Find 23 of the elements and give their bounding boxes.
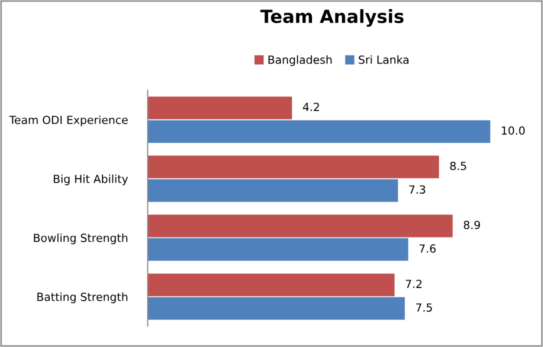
bar xyxy=(148,214,453,238)
bar xyxy=(148,120,490,143)
data-label: 8.5 xyxy=(450,162,466,170)
bar xyxy=(148,238,408,261)
data-label: 7.6 xyxy=(420,244,436,253)
y-tick-label: Team ODI Experience xyxy=(9,115,128,126)
bar xyxy=(148,156,439,178)
bar xyxy=(148,179,398,202)
data-label: 7.3 xyxy=(409,185,426,194)
legend-label: Sri Lanka xyxy=(358,55,408,64)
data-label: 8.9 xyxy=(464,220,480,230)
chart-title: Team Analysis xyxy=(260,9,404,27)
y-tick-label: Bowling Strength xyxy=(34,233,128,244)
data-label: 7.2 xyxy=(406,280,422,288)
bar xyxy=(148,274,395,296)
bar xyxy=(148,297,405,320)
legend-label: Bangladesh xyxy=(268,55,332,66)
bar xyxy=(148,96,292,120)
y-tick-label: Batting Strength xyxy=(37,292,128,304)
data-label: 10.0 xyxy=(502,126,525,135)
y-tick-label: Big Hit Ability xyxy=(54,174,128,186)
data-label: 7.5 xyxy=(416,303,432,312)
data-label: 4.2 xyxy=(302,102,319,111)
